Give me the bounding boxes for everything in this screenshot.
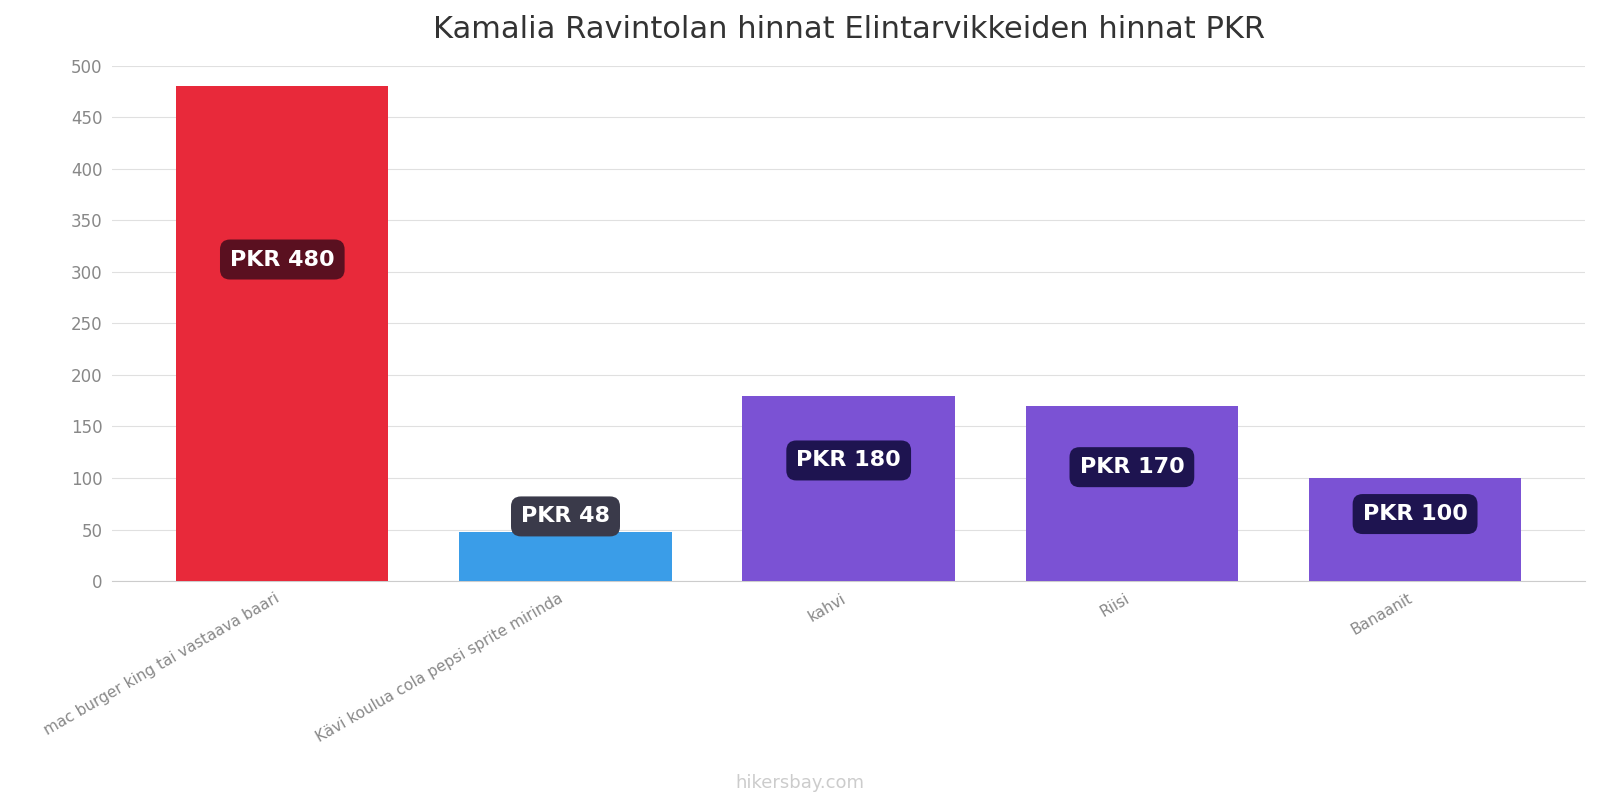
Text: PKR 480: PKR 480 [230,250,334,270]
Bar [1026,406,1238,581]
Text: hikersbay.com: hikersbay.com [736,774,864,792]
Bar [742,395,955,581]
Title: Kamalia Ravintolan hinnat Elintarvikkeiden hinnat PKR: Kamalia Ravintolan hinnat Elintarvikkeid… [432,15,1264,44]
Text: PKR 170: PKR 170 [1080,457,1184,477]
Bar [459,531,672,581]
Bar [176,86,389,581]
Text: PKR 180: PKR 180 [797,450,901,470]
Bar [1309,478,1522,581]
Text: PKR 100: PKR 100 [1363,504,1467,524]
Text: PKR 48: PKR 48 [522,506,610,526]
